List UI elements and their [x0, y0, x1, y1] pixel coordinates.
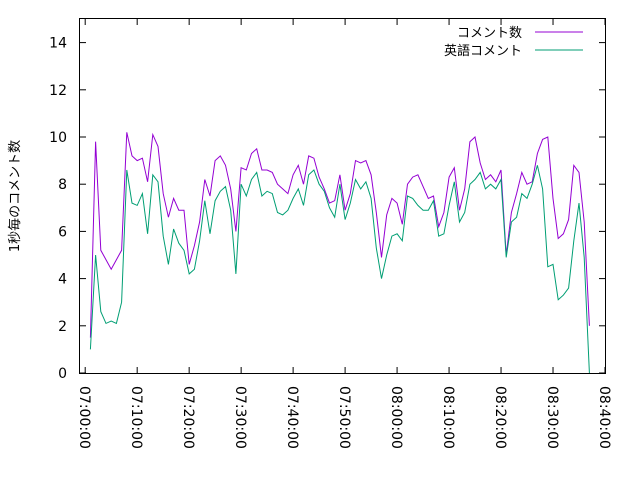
y-tick-label: 2 — [58, 319, 67, 335]
x-axis-ticks: 07:00:00 07:10:00 07:20:00 07:30:00 07:40:00… — [76, 19, 612, 449]
x-tick-label: 07:50:00 — [336, 386, 352, 449]
series-lines — [89, 132, 590, 374]
x-tick-label: 07:20:00 — [180, 386, 196, 449]
y-tick-label: 10 — [49, 130, 67, 146]
y-tick-label: 6 — [58, 224, 67, 240]
x-tick-label: 07:30:00 — [232, 386, 248, 449]
plot-frame — [79, 18, 606, 374]
x-tick-label: 08:00:00 — [388, 386, 404, 449]
y-tick-label: 12 — [49, 83, 67, 99]
x-tick-label: 08:20:00 — [492, 386, 508, 449]
x-tick-label: 07:10:00 — [128, 386, 144, 449]
y-axis-ticks: 0 2 4 6 8 10 12 14 — [49, 36, 605, 382]
x-tick-label: 08:30:00 — [544, 386, 560, 449]
x-tick-label: 08:10:00 — [440, 386, 456, 449]
x-tick-label: 08:40:00 — [596, 386, 612, 449]
y-axis-label: 1秒毎のコメント数 — [7, 140, 23, 252]
y-tick-label: 4 — [58, 272, 67, 288]
y-tick-label: 14 — [49, 36, 67, 52]
series-line-1 — [89, 165, 590, 374]
y-tick-label: 0 — [58, 366, 67, 382]
legend-label: 英語コメント — [444, 43, 522, 59]
x-tick-label: 07:00:00 — [76, 386, 92, 449]
series-line-0 — [89, 132, 590, 338]
x-tick-label: 07:40:00 — [284, 386, 300, 449]
legend-label: コメント数 — [457, 26, 522, 41]
y-tick-label: 8 — [58, 177, 67, 193]
